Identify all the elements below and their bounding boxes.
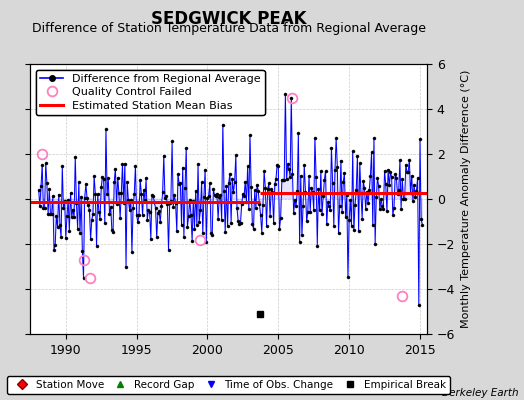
Text: SEDGWICK PEAK: SEDGWICK PEAK: [151, 10, 307, 28]
Text: Berkeley Earth: Berkeley Earth: [442, 388, 519, 398]
Text: Difference of Station Temperature Data from Regional Average: Difference of Station Temperature Data f…: [32, 22, 425, 35]
Legend: Station Move, Record Gap, Time of Obs. Change, Empirical Break: Station Move, Record Gap, Time of Obs. C…: [7, 376, 450, 394]
Y-axis label: Monthly Temperature Anomaly Difference (°C): Monthly Temperature Anomaly Difference (…: [461, 70, 471, 328]
Legend: Difference from Regional Average, Quality Control Failed, Estimated Station Mean: Difference from Regional Average, Qualit…: [36, 70, 265, 115]
